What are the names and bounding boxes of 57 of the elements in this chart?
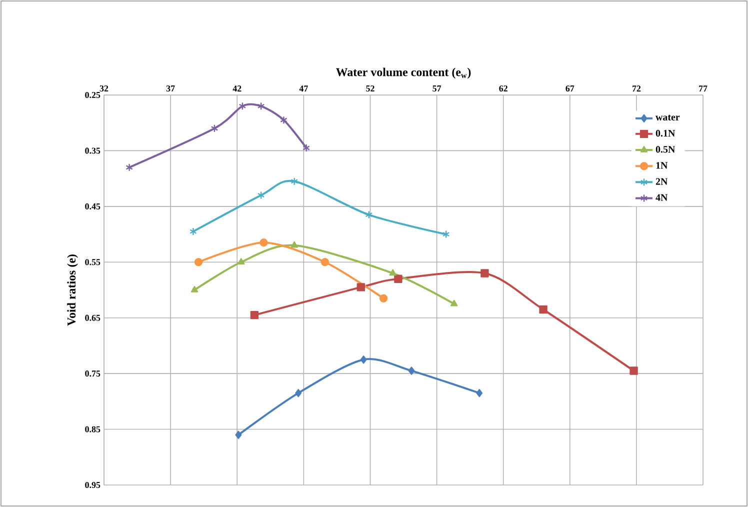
- point: [302, 144, 310, 152]
- x-tick-label: 62: [499, 85, 508, 92]
- point: [257, 191, 265, 200]
- point: [126, 163, 133, 172]
- point: [290, 241, 298, 248]
- legend-label: 2N: [656, 178, 668, 185]
- x-tick-label: 57: [432, 86, 442, 92]
- point: [250, 310, 259, 320]
- point: [257, 102, 265, 110]
- point: [280, 116, 288, 124]
- point: [295, 388, 302, 398]
- point: [356, 283, 366, 292]
- x-tick-label: 42: [232, 86, 242, 92]
- point: [290, 177, 298, 186]
- x-tick-label: 72: [632, 86, 641, 92]
- point: [235, 430, 242, 439]
- point: [238, 102, 246, 110]
- legend-label: 0.1N: [656, 130, 676, 137]
- y-tick-label: 0.55: [85, 259, 100, 266]
- point: [389, 269, 396, 276]
- y-tick-label: 0.65: [85, 314, 100, 321]
- legend-label: 4N: [656, 194, 668, 201]
- point: [394, 274, 402, 283]
- point: [630, 366, 638, 375]
- x-tick-label: 37: [166, 85, 175, 92]
- x-tick-label: 77: [699, 86, 708, 92]
- point: [365, 210, 373, 219]
- point: [539, 305, 548, 314]
- legend-label: 1N: [656, 162, 668, 169]
- point: [360, 356, 367, 364]
- x-tick-label: 67: [566, 85, 574, 92]
- x-tick-label: 52: [366, 85, 374, 92]
- point: [379, 294, 388, 302]
- point: [237, 258, 245, 264]
- point: [190, 227, 197, 236]
- y-axis-title: Void ratios (e): [67, 254, 78, 326]
- legend-label: water: [656, 114, 680, 120]
- point: [194, 258, 203, 266]
- y-tick-label: 0.45: [85, 203, 100, 210]
- point: [190, 286, 198, 292]
- point: [476, 388, 483, 398]
- y-tick-label: 0.85: [85, 426, 100, 432]
- x-tick-label: 32: [100, 85, 108, 92]
- point: [260, 238, 268, 247]
- point: [480, 269, 489, 278]
- point: [408, 366, 415, 375]
- x-tick-label: 47: [299, 86, 308, 92]
- y-tick-label: 0.35: [85, 148, 100, 154]
- point: [210, 124, 218, 133]
- point: [442, 230, 450, 238]
- y-tick-label: 0.25: [85, 92, 100, 98]
- y-tick-label: 0.75: [85, 370, 100, 377]
- point: [450, 300, 458, 306]
- x-axis-title: Water volume content (e$_{w}$): [336, 68, 471, 79]
- legend-label: 0.5N: [656, 146, 676, 153]
- point: [320, 258, 330, 266]
- y-tick-label: 0.95: [85, 482, 100, 488]
